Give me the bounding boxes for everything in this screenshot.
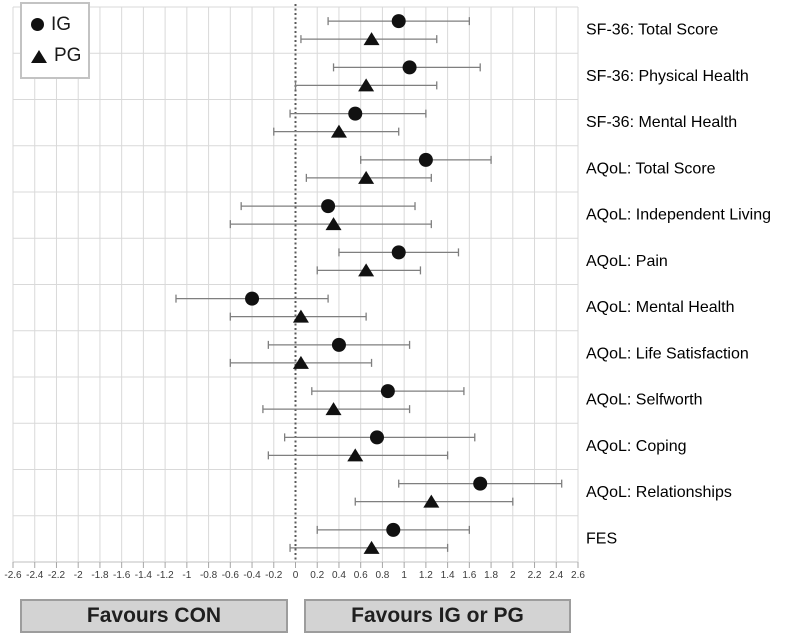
legend: IG PG (20, 2, 90, 79)
x-tick-label: -1 (182, 570, 191, 581)
pg-point-marker (292, 355, 309, 369)
pg-point-marker (347, 448, 364, 462)
x-tick-label: -2.6 (4, 570, 22, 581)
ig-point-marker (391, 14, 406, 29)
x-tick-label: 2 (510, 570, 516, 581)
x-tick-label: -2.2 (48, 570, 66, 581)
pg-triangle-icon (31, 49, 47, 63)
ig-point-marker (369, 430, 384, 445)
x-tick-label: 1.4 (441, 570, 455, 581)
favours-ig-pg-label: Favours IG or PG (304, 599, 571, 633)
x-tick-label: -1.8 (91, 570, 109, 581)
x-tick-label: 0.6 (354, 570, 368, 581)
row-label: AQoL: Total Score (586, 160, 716, 177)
x-tick-label: 0.8 (375, 570, 389, 581)
x-tick-label: -2.4 (26, 570, 44, 581)
x-tick-label: -0.6 (222, 570, 240, 581)
pg-point-marker (358, 263, 375, 277)
ig-point-marker (391, 245, 406, 260)
x-tick-label: -0.4 (243, 570, 261, 581)
ig-point-marker (473, 476, 488, 491)
x-tick-label: 1 (401, 570, 407, 581)
legend-label-pg: PG (54, 45, 82, 67)
ig-point-marker (321, 199, 336, 214)
row-label: AQoL: Coping (586, 438, 687, 455)
x-tick-label: -0.2 (265, 570, 283, 581)
x-tick-label: 2.2 (528, 570, 542, 581)
pg-point-marker (358, 170, 375, 184)
x-tick-label: 1.2 (419, 570, 433, 581)
row-label: SF-36: Mental Health (586, 114, 737, 131)
x-tick-label: 1.6 (462, 570, 476, 581)
legend-item-ig: IG (31, 14, 88, 36)
x-tick-label: 1.8 (484, 570, 498, 581)
x-tick-label: 2.4 (549, 570, 563, 581)
row-label: AQoL: Selfworth (586, 392, 703, 409)
pg-point-marker (330, 124, 347, 138)
ig-point-marker (380, 384, 395, 399)
x-tick-label: 0.4 (332, 570, 346, 581)
legend-item-pg: PG (31, 45, 88, 67)
row-label: AQoL: Life Satisfaction (586, 345, 749, 362)
row-label: SF-36: Physical Health (586, 68, 749, 85)
pg-point-marker (292, 309, 309, 323)
row-label: AQoL: Mental Health (586, 299, 735, 316)
pg-point-marker (423, 494, 440, 508)
pg-point-marker (358, 78, 375, 92)
x-tick-label: -0.8 (200, 570, 218, 581)
ig-point-marker (245, 291, 260, 306)
row-label: AQoL: Pain (586, 253, 668, 270)
legend-label-ig: IG (51, 13, 72, 35)
pg-point-marker (325, 217, 342, 231)
ig-point-marker (418, 152, 433, 167)
favours-con-label: Favours CON (20, 599, 288, 633)
x-tick-label: -1.4 (135, 570, 153, 581)
row-label: AQoL: Independent Living (586, 207, 771, 224)
ig-point-marker (331, 337, 346, 352)
row-label: AQoL: Relationships (586, 484, 732, 501)
pg-point-marker (363, 32, 380, 46)
x-tick-label: -2 (74, 570, 83, 581)
row-label: SF-36: Total Score (586, 22, 718, 39)
row-label: FES (586, 530, 617, 547)
ig-point-marker (402, 60, 417, 75)
x-tick-label: 0.2 (310, 570, 324, 581)
x-tick-label: 2.6 (571, 570, 585, 581)
pg-point-marker (325, 402, 342, 416)
x-tick-label: 0 (293, 570, 299, 581)
pg-point-marker (363, 540, 380, 554)
x-tick-label: -1.6 (113, 570, 131, 581)
ig-point-marker (386, 522, 401, 537)
x-tick-label: -1.2 (157, 570, 175, 581)
ig-circle-icon (31, 18, 44, 32)
ig-point-marker (348, 106, 363, 121)
